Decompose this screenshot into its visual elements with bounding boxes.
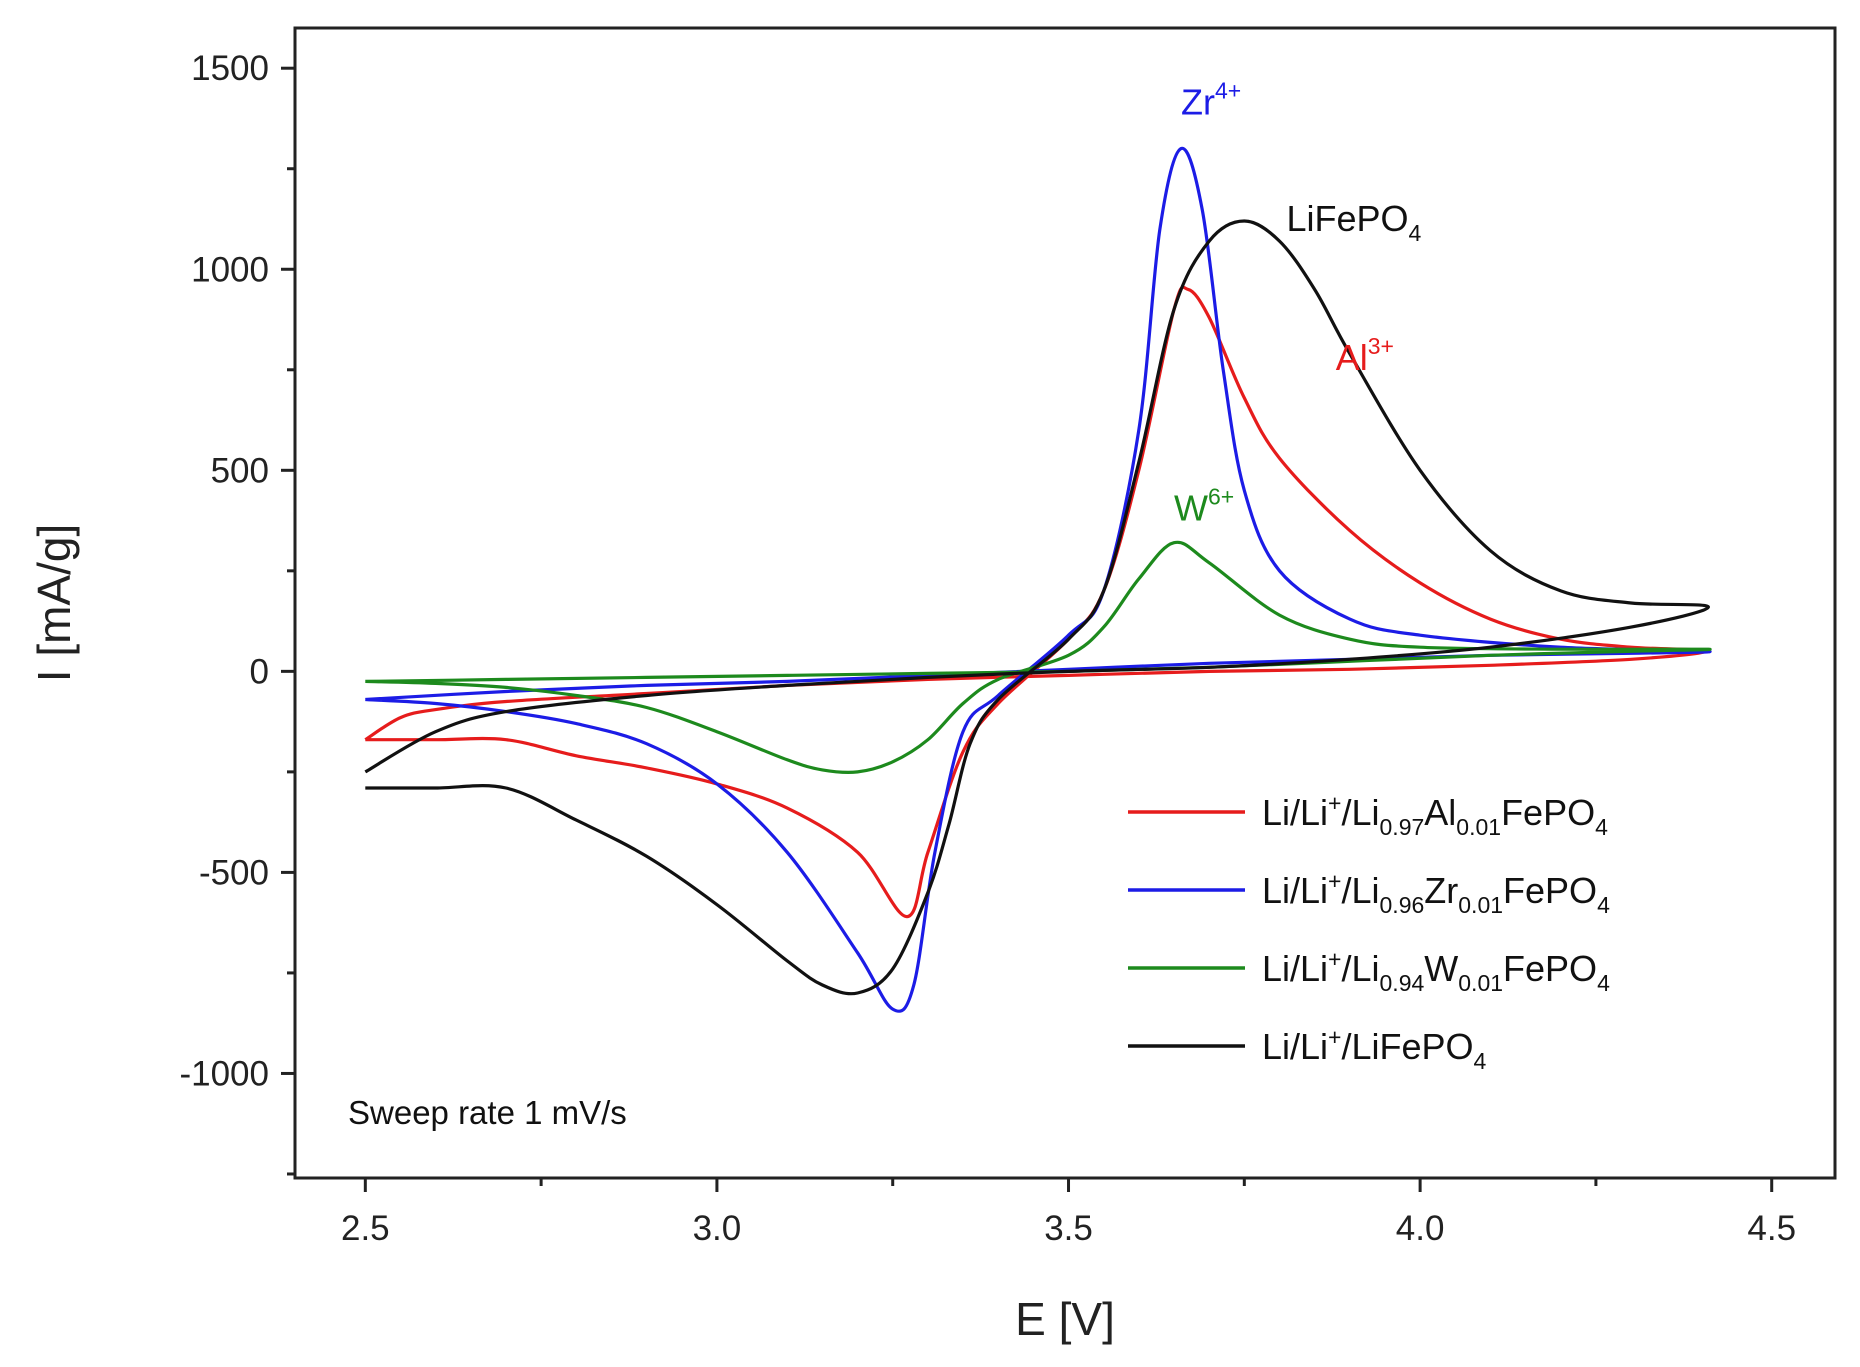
x-axis-title: E [V] — [1015, 1293, 1115, 1345]
x-tick-label: 3.5 — [1044, 1209, 1093, 1248]
ticks-layer — [281, 66, 1774, 1192]
y-axis-title: I [mA/g] — [28, 524, 80, 682]
legend-label: Li/Li+/Li0.94W0.01FePO4 — [1262, 946, 1610, 996]
legend-label: Li/Li+/Li0.97Al0.01FePO4 — [1262, 790, 1608, 840]
x-tick-label: 4.5 — [1747, 1209, 1796, 1248]
y-tick-label: -1000 — [179, 1054, 269, 1093]
y-tick-label: 1500 — [191, 49, 269, 88]
series-line-3 — [364, 219, 1710, 996]
y-tick-label: 500 — [211, 451, 269, 490]
legend-label: Li/Li+/Li0.96Zr0.01FePO4 — [1262, 868, 1610, 918]
peak-label: W6+ — [1174, 484, 1234, 529]
legend: Li/Li+/Li0.97Al0.01FePO4 Li/Li+/Li0.96Zr0… — [1128, 790, 1610, 1074]
sweep-rate-annotation: Sweep rate 1 mV/s — [348, 1094, 627, 1131]
y-tick-label: 1000 — [191, 250, 269, 289]
y-tick-label: 0 — [250, 652, 269, 691]
peak-label: LiFePO4 — [1287, 198, 1422, 246]
series-line-0 — [364, 285, 1710, 919]
peak-label: Al3+ — [1336, 333, 1394, 378]
peak-label: Zr4+ — [1181, 77, 1241, 122]
series-line-1 — [365, 146, 1712, 1013]
x-tick-label: 4.0 — [1396, 1209, 1445, 1248]
legend-label: Li/Li+/LiFePO4 — [1262, 1024, 1487, 1074]
x-tick-label: 3.0 — [693, 1209, 742, 1248]
plot-frame — [293, 26, 1837, 1180]
tick-labels-layer: 2.5 3.0 3.5 4.0 4.5 1500 1000 500 0 -500 -1000 — [179, 49, 1796, 1248]
series-layer — [364, 146, 1712, 1013]
x-tick-label: 2.5 — [341, 1209, 390, 1248]
peak-labels-layer: Zr4+ LiFePO4 Al3+ W6+ — [1174, 77, 1422, 528]
y-tick-label: -500 — [199, 853, 269, 892]
